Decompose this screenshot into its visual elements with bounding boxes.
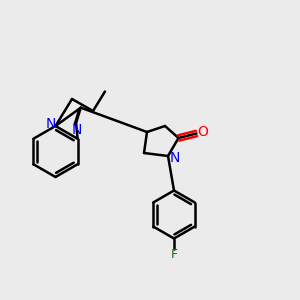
Text: N: N (71, 123, 82, 137)
Text: N: N (169, 151, 180, 164)
Text: N: N (46, 117, 56, 130)
Text: F: F (170, 248, 178, 261)
Text: O: O (198, 125, 208, 139)
